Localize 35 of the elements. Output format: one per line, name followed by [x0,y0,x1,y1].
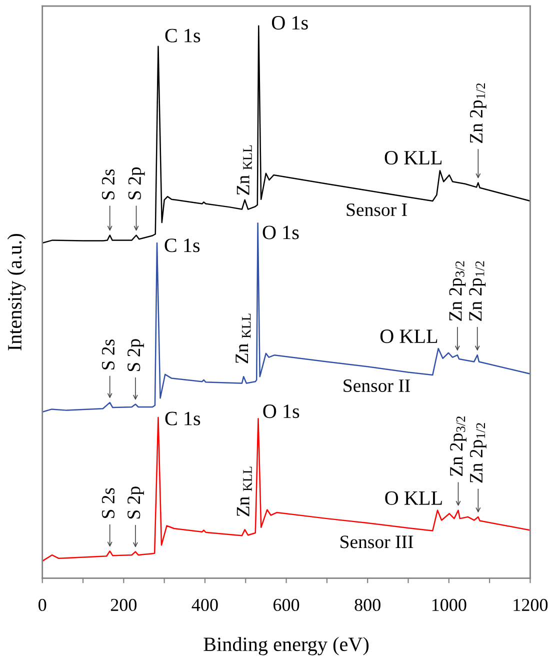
annotation: Zn $_{KLL}$ [236,314,251,364]
annotation: O KLL [384,151,442,165]
annotation: C 1s [164,238,200,252]
annotation: O 1s [272,16,308,30]
annotation: Zn $_{KLL}$ [236,145,252,195]
annotation: Zn 2p$_{3/2}$ [450,416,466,476]
x-axis-title: Binding energy (eV) [204,636,369,656]
annotation: O KLL [380,330,438,344]
annotation: O 1s [263,404,300,418]
x-tick-label: 800 [354,598,380,612]
annotation: O 1s [262,226,299,240]
annotation: Zn 2p$_{1/2}$ [469,261,486,321]
x-tick-label: 1200 [514,598,548,612]
y-axis-title: Intensity (a.u.) [7,234,26,350]
annotation: S 2s [102,340,115,370]
annotation: S 2p [128,486,144,518]
annotation: S 2p [128,167,145,200]
annotation: O KLL [385,491,442,505]
x-tick-label: 200 [110,598,137,612]
annotation: C 1s [165,412,200,426]
x-tick-label: 0 [38,598,46,612]
series-label: Sensor I [346,203,407,216]
annotation: Zn 2p$_{3/2}$ [449,261,466,321]
annotation: S 2p [128,339,144,372]
x-tick-label: 1000 [432,598,466,612]
annotation: S 2s [102,488,115,518]
annotation: Zn 2p$_{1/2}$ [470,83,486,143]
annotation: C 1s [165,28,200,42]
series-label: Sensor III [340,536,414,548]
series-label: Sensor II [344,379,410,392]
annotation: Zn $_{KLL}$ [236,466,252,516]
x-tick-label: 400 [192,598,218,612]
annotation: S 2s [102,169,115,200]
annotation: Zn 2p$_{1/2}$ [470,423,486,483]
x-tick-label: 600 [274,598,300,612]
